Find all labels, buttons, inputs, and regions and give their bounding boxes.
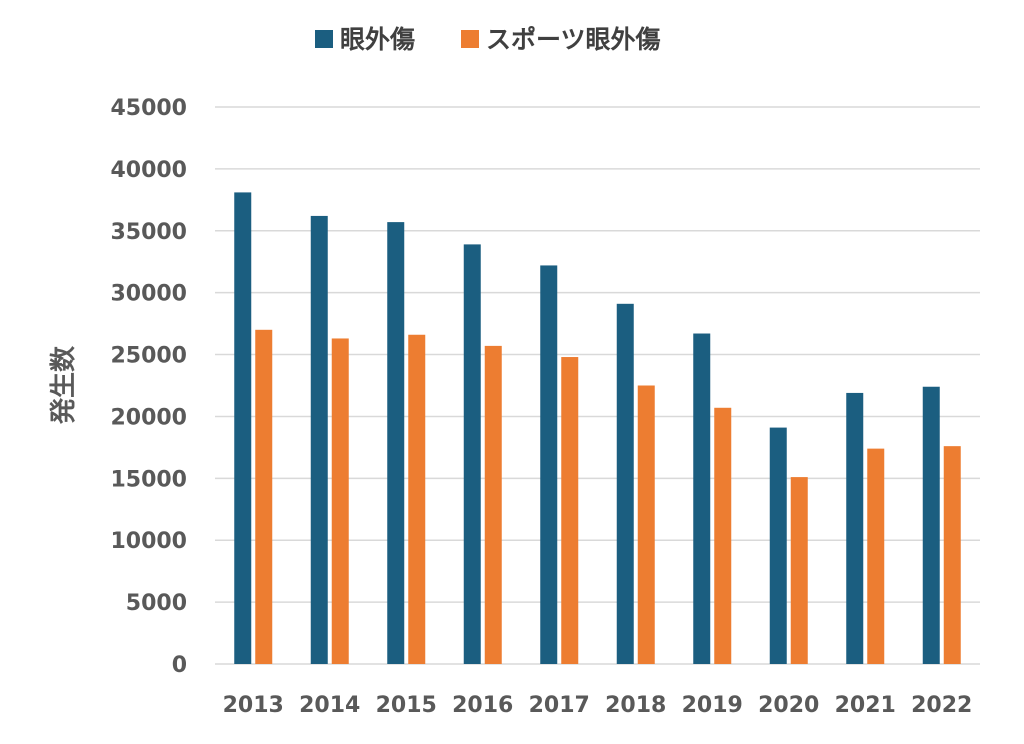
legend: 眼外傷 スポーツ眼外傷 — [315, 25, 661, 54]
x-tick-label: 2017 — [529, 693, 590, 718]
y-tick-label: 35000 — [110, 220, 187, 245]
bar-sports-eye-injury-2021 — [867, 448, 885, 664]
y-tick-label: 30000 — [110, 282, 187, 307]
y-tick-label: 5000 — [126, 591, 187, 616]
x-tick-label: 2020 — [758, 693, 819, 718]
y-tick-label: 20000 — [110, 405, 187, 430]
bar-eye-injury-2021 — [846, 392, 864, 664]
bars — [234, 192, 961, 665]
x-tick-label: 2018 — [605, 693, 666, 718]
legend-label-sports-eye-injury: スポーツ眼外傷 — [486, 25, 661, 54]
legend-swatch-eye-injury — [315, 30, 333, 48]
bar-eye-injury-2015 — [387, 222, 405, 664]
x-tick-label: 2014 — [299, 693, 360, 718]
bar-eye-injury-2018 — [616, 303, 634, 664]
x-tick-label: 2013 — [223, 693, 284, 718]
bar-eye-injury-2020 — [769, 427, 787, 664]
bar-sports-eye-injury-2018 — [637, 385, 655, 664]
y-tick-label: 0 — [172, 653, 187, 678]
x-tick-label: 2022 — [911, 693, 972, 718]
y-tick-label: 40000 — [110, 158, 187, 183]
x-tick-label: 2021 — [835, 693, 896, 718]
legend-swatch-sports-eye-injury — [461, 30, 479, 48]
y-tick-label: 45000 — [110, 96, 187, 121]
bar-sports-eye-injury-2013 — [255, 329, 273, 664]
bar-sports-eye-injury-2022 — [943, 446, 961, 664]
x-tick-label: 2019 — [682, 693, 743, 718]
bar-eye-injury-2016 — [463, 244, 481, 665]
bar-sports-eye-injury-2014 — [331, 338, 349, 664]
y-tick-label: 25000 — [110, 344, 187, 369]
bar-sports-eye-injury-2016 — [484, 345, 502, 664]
bar-sports-eye-injury-2017 — [561, 357, 579, 664]
bar-eye-injury-2013 — [234, 192, 252, 664]
bar-eye-injury-2014 — [310, 215, 328, 664]
bar-sports-eye-injury-2020 — [790, 477, 808, 664]
x-tick-label: 2015 — [376, 693, 437, 718]
y-axis-ticks: 0 5000 10000 15000 20000 25000 30000 35000 40000… — [110, 96, 187, 678]
x-axis-ticks: 2013 2014 2015 2016 2017 2018 2019 2020 2021 2022 — [223, 693, 973, 718]
bar-sports-eye-injury-2015 — [408, 334, 426, 664]
x-tick-label: 2016 — [452, 693, 513, 718]
bar-sports-eye-injury-2019 — [714, 407, 732, 664]
bar-eye-injury-2022 — [922, 386, 940, 664]
bar-eye-injury-2017 — [540, 265, 558, 664]
y-tick-label: 10000 — [110, 529, 187, 554]
y-axis-label: 発生数 — [49, 345, 79, 425]
y-tick-label: 15000 — [110, 467, 187, 492]
legend-label-eye-injury: 眼外傷 — [340, 25, 415, 54]
gridlines — [215, 106, 980, 665]
bar-eye-injury-2019 — [693, 333, 711, 664]
